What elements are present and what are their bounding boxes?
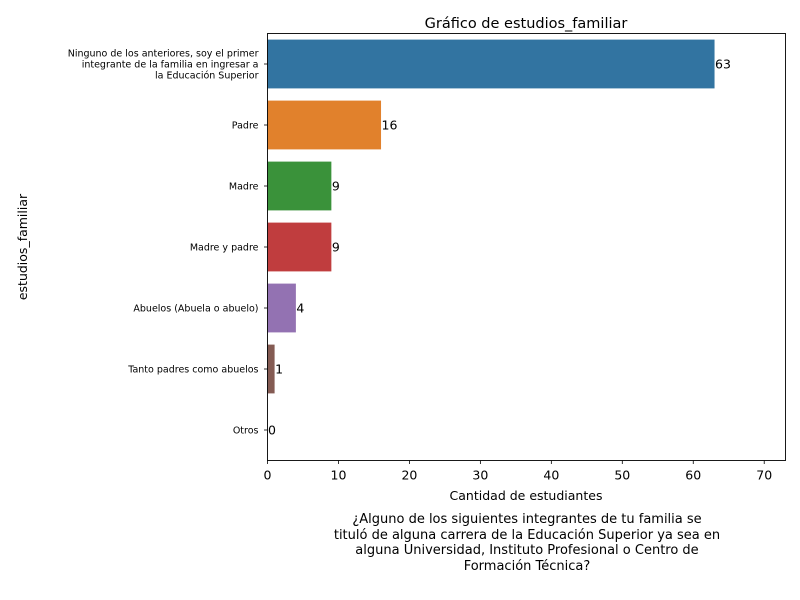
x-tick-label: 0	[264, 468, 272, 483]
bar	[267, 39, 715, 89]
bar-value-label: 16	[382, 118, 398, 133]
caption-line: Formación Técnica?	[463, 558, 591, 574]
y-tick-label: Tanto padres como abuelos	[127, 365, 258, 376]
x-tick-label: 20	[401, 468, 417, 483]
caption-line: tituló de alguna carrera de la Educación…	[333, 527, 721, 543]
bar-value-label: 9	[332, 179, 340, 194]
caption-line: ¿Alguno de los siguientes integrantes de…	[352, 512, 702, 527]
bar	[267, 222, 332, 272]
chart-title: Gráfico de estudios_familiar	[425, 16, 628, 32]
bar-value-label: 0	[268, 423, 276, 438]
x-tick-label: 60	[685, 468, 701, 483]
bar-value-label: 1	[275, 362, 283, 377]
bar-value-label: 4	[296, 301, 304, 316]
bar	[267, 161, 332, 211]
x-tick-label: 30	[472, 468, 488, 483]
y-tick-label: Madre	[229, 182, 259, 193]
chart-caption: ¿Alguno de los siguientes integrantes de…	[300, 512, 754, 574]
bar-value-label: 63	[715, 57, 731, 72]
y-tick-label: Madre y padre	[190, 243, 259, 254]
x-tick-label: 50	[614, 468, 630, 483]
bar	[267, 344, 275, 394]
x-axis-label: Cantidad de estudiantes	[450, 488, 603, 503]
bar	[267, 283, 296, 333]
caption-line: alguna Universidad, Instituto Profesiona…	[355, 543, 699, 558]
y-tick-label: Padre	[232, 121, 259, 132]
bar-value-label: 9	[332, 240, 340, 255]
y-axis-label: estudios_familiar	[15, 193, 30, 300]
x-tick-label: 40	[543, 468, 559, 483]
bar	[267, 100, 382, 150]
y-tick-label: Abuelos (Abuela o abuelo)	[133, 304, 258, 315]
x-tick-label: 10	[331, 468, 347, 483]
x-tick-label: 70	[756, 468, 772, 483]
plot-frame	[267, 33, 786, 461]
y-tick-label: Ninguno de los anteriores, soy el primer…	[68, 49, 259, 82]
y-tick-label: Otros	[233, 426, 259, 437]
